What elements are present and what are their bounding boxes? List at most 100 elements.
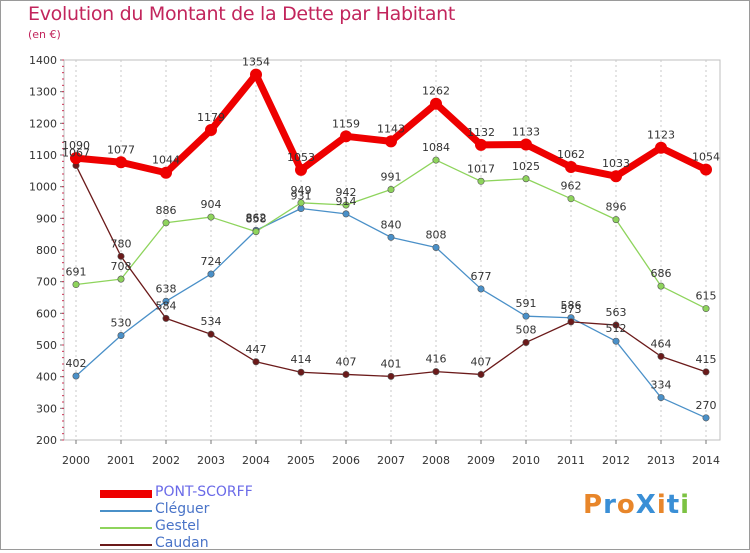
data-point (340, 130, 352, 143)
data-label: 862 (246, 211, 267, 224)
legend-swatch (100, 544, 152, 546)
data-label: 1067 (62, 146, 90, 159)
data-point (567, 318, 575, 326)
data-label: 407 (336, 355, 357, 368)
x-tick-label: 2002 (152, 454, 180, 467)
chart-title: Evolution du Montant de la Dette par Hab… (28, 3, 456, 25)
proxiti-logo: ProXiti (583, 490, 691, 520)
legend-label: Caudan (155, 535, 209, 551)
data-point (612, 321, 620, 329)
data-label: 415 (696, 353, 717, 366)
data-point (430, 97, 442, 110)
y-tick-label: 200 (36, 434, 57, 447)
data-point (160, 166, 172, 179)
data-label: 991 (381, 171, 402, 184)
data-label: 464 (651, 337, 672, 350)
data-label: 840 (381, 218, 402, 231)
data-point (117, 252, 125, 260)
data-label: 615 (696, 290, 717, 303)
data-label: 530 (111, 317, 132, 330)
data-point (162, 314, 170, 322)
x-tick-label: 2012 (602, 454, 630, 467)
data-point (295, 163, 307, 176)
data-label: 402 (66, 357, 87, 370)
y-tick-label: 1400 (29, 54, 57, 67)
data-point (297, 199, 305, 207)
data-point (252, 228, 260, 236)
data-label: 407 (471, 355, 492, 368)
data-point (565, 161, 577, 174)
data-point (612, 216, 620, 224)
data-label: 1062 (557, 148, 585, 161)
y-tick-label: 800 (36, 244, 57, 257)
legend-swatch (100, 510, 152, 512)
data-point (657, 394, 665, 402)
data-point (252, 358, 260, 366)
data-point (207, 330, 215, 338)
data-label: 1025 (512, 160, 540, 173)
data-label: 270 (696, 399, 717, 412)
data-label: 563 (606, 306, 627, 319)
x-tick-label: 2006 (332, 454, 360, 467)
x-tick-label: 2005 (287, 454, 315, 467)
y-tick-label: 1200 (29, 117, 57, 130)
data-label: 414 (291, 353, 312, 366)
data-label: 1133 (512, 126, 540, 139)
data-label: 401 (381, 357, 402, 370)
y-tick-label: 600 (36, 307, 57, 320)
legend-label: Gestel (155, 518, 200, 534)
data-label: 1143 (377, 122, 405, 135)
data-point (702, 305, 710, 313)
data-label: 858 (246, 213, 267, 226)
data-label: 573 (561, 303, 582, 316)
data-point (205, 123, 217, 136)
y-tick-label: 900 (36, 212, 57, 225)
data-point (432, 243, 440, 251)
data-point (477, 370, 485, 378)
data-label: 896 (606, 201, 627, 214)
data-point (72, 281, 80, 289)
data-point (162, 297, 170, 305)
data-point (610, 170, 622, 183)
data-label: 1084 (422, 141, 450, 154)
plot-area (63, 59, 721, 441)
data-label: 708 (111, 260, 132, 273)
x-tick-label: 2000 (62, 454, 90, 467)
data-point (207, 270, 215, 278)
legend-label: PONT-SCORFF (155, 484, 253, 500)
data-label: 1044 (152, 154, 180, 167)
data-point (207, 213, 215, 221)
data-label: 586 (561, 299, 582, 312)
y-tick-label: 1000 (29, 181, 57, 194)
data-point (657, 352, 665, 360)
data-label: 584 (156, 299, 177, 312)
data-label: 724 (201, 255, 222, 268)
data-label: 334 (651, 379, 672, 392)
data-label: 1354 (242, 56, 270, 69)
data-point (522, 175, 530, 183)
y-tick-label: 700 (36, 276, 57, 289)
data-point (702, 368, 710, 376)
y-tick-label: 500 (36, 339, 57, 352)
data-label: 1179 (197, 111, 225, 124)
data-label: 534 (201, 315, 222, 328)
data-label: 677 (471, 270, 492, 283)
data-point (567, 195, 575, 203)
data-point (115, 156, 127, 169)
data-label: 886 (156, 204, 177, 217)
x-tick-label: 2009 (467, 454, 495, 467)
y-tick-label: 400 (36, 371, 57, 384)
data-label: 808 (426, 228, 447, 241)
data-point (387, 233, 395, 241)
data-label: 1033 (602, 157, 630, 170)
data-point (475, 138, 487, 151)
data-label: 1132 (467, 126, 495, 139)
chart-unit: (en €) (28, 28, 61, 41)
x-tick-label: 2010 (512, 454, 540, 467)
y-tick-label: 300 (36, 402, 57, 415)
data-point (342, 201, 350, 209)
data-point (477, 177, 485, 185)
data-label: 686 (651, 267, 672, 280)
data-point (297, 368, 305, 376)
